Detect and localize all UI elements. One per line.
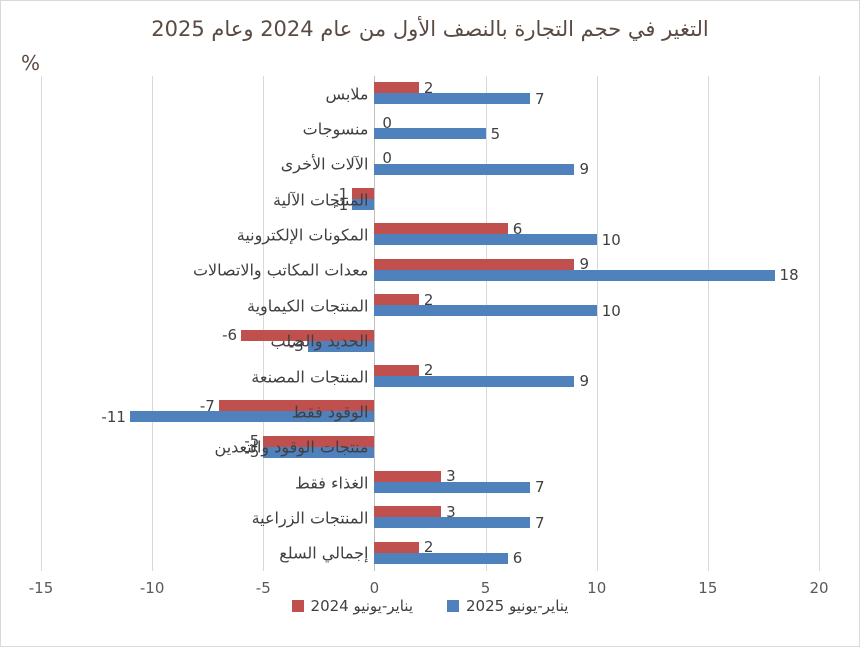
value-label: 18 [779,266,799,285]
value-label: 2 [423,538,434,557]
value-label: -5 [244,443,260,462]
value-label: 6 [512,219,523,238]
value-label: 9 [579,160,590,179]
bar-series2 [374,93,531,104]
bar-series2 [352,199,375,211]
category-label: معدات المكاتب والاتصالات [192,260,369,280]
legend-item-series2: يناير-يونيو 2025 [447,597,568,615]
x-tick-label: 10 [587,579,607,597]
value-label: 10 [601,230,621,249]
bar-series2 [374,234,597,246]
bar-series1 [374,294,419,306]
bar-series2 [374,517,531,529]
value-label: 0 [382,113,392,132]
category-label: ملابس [325,84,369,104]
gridline [263,76,265,571]
plot-area: 2 7 ملابس 0 5 منسوجات 0 9 الآلات الأخرى -1 -1 المنت… [41,76,820,571]
category-label: منتجات الوقود والتعدين [214,437,369,457]
value-label: 2 [423,290,434,309]
value-label: 2 [423,78,434,97]
value-label: 3 [446,467,456,486]
bar-series2 [307,340,375,352]
value-label: -7 [199,396,215,415]
legend-swatch-icon [291,600,304,612]
bar-series1 [374,364,419,376]
legend-label: يناير-يونيو 2024 [310,597,413,615]
bar-series2 [374,163,575,175]
axis-unit-label: % [21,51,41,75]
value-label: 10 [601,301,621,320]
x-tick-label: 5 [480,579,491,597]
value-label: 7 [535,513,545,532]
bar-series1 [374,506,442,518]
x-tick-label: -5 [255,579,271,597]
value-label: 7 [535,89,545,108]
gridline [152,76,154,571]
category-label: المنتجات الآلية [273,190,369,210]
category-label: الوقود فقط [291,402,369,422]
legend-item-series1: يناير-يونيو 2024 [291,597,413,615]
value-label: -5 [244,432,260,451]
value-label: -6 [222,326,238,344]
bar-series2 [263,446,375,458]
category-label: إجمالي السلع [279,543,369,563]
value-label: 7 [535,478,545,497]
bar-series2 [374,128,486,140]
bar-series1 [374,258,575,270]
legend: يناير-يونيو 2024 يناير-يونيو 2025 [1,597,859,615]
legend-label: يناير-يونيو 2025 [466,597,569,615]
category-label: منسوجات [302,119,369,139]
category-label: المنتجات المصنعة [251,367,369,387]
bar-series2 [129,411,375,423]
bar-series1 [263,435,375,447]
x-tick-label: 20 [809,579,829,597]
gridline [485,76,487,571]
category-label: المنتجات الكيماوية [246,296,369,316]
bar-series1 [374,223,508,235]
bar-series1 [374,470,442,482]
gridline [819,76,820,571]
chart-title: التغير في حجم التجارة بالنصف الأول من عا… [151,17,709,41]
x-tick-label: 15 [698,579,718,597]
bar-series2 [374,375,575,387]
bar-series2 [374,481,531,493]
bar-series1 [352,188,375,200]
value-label: -1 [333,184,349,203]
value-label: -1 [333,195,349,214]
value-label: 0 [382,149,392,168]
value-label: 9 [579,372,590,391]
bar-series2 [374,269,775,281]
bar-series1 [241,329,375,341]
bar-series2 [374,552,508,564]
value-label: 9 [579,255,590,274]
category-label: الحديد والصلب [270,331,369,351]
category-label: المنتجات الزراعية [251,508,369,528]
category-label: الآلات الأخرى [280,154,369,174]
legend-swatch-icon [447,600,459,612]
bar-series1 [218,400,375,412]
bar-series1 [374,541,419,553]
value-label: 6 [512,549,523,568]
value-label: 2 [423,361,434,380]
x-tick-label: -10 [139,579,165,597]
value-label: 3 [446,502,456,521]
value-label: -11 [101,407,126,426]
bar-series2 [374,305,597,317]
bar-series1 [374,82,419,93]
value-label: -3 [288,337,304,355]
gridline [596,76,598,571]
category-label: الغذاء فقط [295,473,369,493]
zero-axis-line [374,76,376,571]
gridline [41,76,42,571]
gridline [707,76,709,571]
x-tick-label: -15 [28,579,54,597]
x-tick-label: 0 [369,579,380,597]
category-label: المكونات الإلكترونية [236,225,369,245]
value-label: 5 [490,124,501,143]
